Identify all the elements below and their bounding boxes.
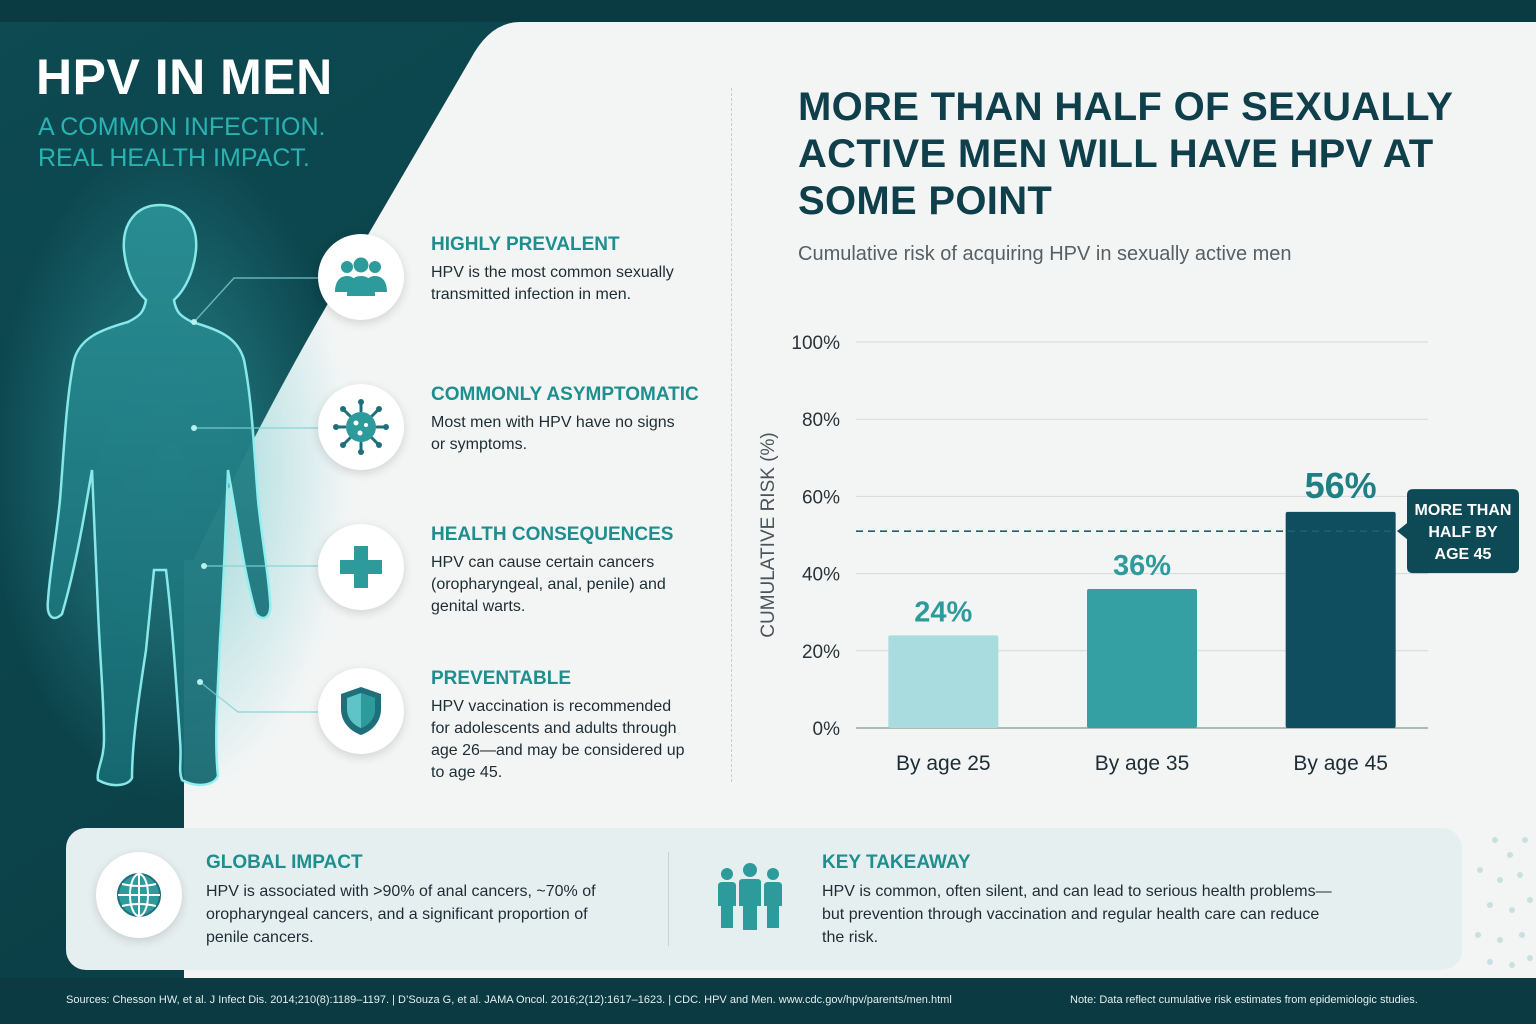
- man-silhouette-icon: [46, 203, 272, 787]
- chart-bars: 24% By age 25 36% By age 35 56% By age 45: [888, 465, 1396, 775]
- category-label: By age 25: [896, 752, 991, 775]
- callout-text: MORE THAN: [1415, 502, 1512, 519]
- category-label: By age 35: [1095, 752, 1190, 775]
- feature-text: HPV can cause certain cancers (oropharyn…: [431, 554, 666, 615]
- y-tick-label: 0%: [813, 719, 841, 740]
- feature-text: Most men with HPV have no signs or sympt…: [431, 414, 675, 453]
- y-axis-ticks: 0% 20% 40% 60% 80% 100%: [791, 333, 840, 740]
- connector-lines: [191, 277, 318, 713]
- callout-text: HALF BY: [1428, 524, 1498, 541]
- bar: [888, 635, 999, 728]
- feature-text: HPV vaccination is recommended for adole…: [431, 698, 685, 781]
- y-tick-label: 40%: [802, 565, 840, 586]
- feature-title: HIGHLY PREVALENT: [431, 234, 620, 255]
- people-group-icon: [335, 257, 387, 296]
- annotation-callout: MORE THAN HALF BY AGE 45: [1397, 489, 1519, 574]
- feature-icon-circle: [318, 524, 404, 610]
- callout-text: AGE 45: [1435, 546, 1492, 563]
- top-band: [0, 0, 1536, 22]
- feature-icon-circle: [318, 234, 404, 320]
- y-tick-label: 80%: [802, 410, 840, 431]
- data-label: 56%: [1305, 465, 1377, 506]
- footer-note: Note: Data reflect cumulative risk estim…: [1070, 994, 1418, 1006]
- y-tick-label: 100%: [791, 333, 840, 354]
- data-label: 24%: [914, 596, 972, 628]
- footer-bar: [0, 978, 1536, 1024]
- medical-cross-icon: [340, 546, 382, 588]
- callout-box: [1397, 489, 1519, 574]
- bottom-separator: [668, 852, 669, 946]
- global-impact-title: GLOBAL IMPACT: [206, 852, 363, 873]
- section-divider: [731, 88, 732, 782]
- feature-icon-circle: [318, 384, 404, 470]
- shield-icon: [341, 687, 381, 735]
- hero-subtitle: A COMMON INFECTION. REAL HEALTH IMPACT.: [38, 112, 326, 174]
- key-takeaway-title: KEY TAKEAWAY: [822, 852, 971, 873]
- people-icon: [718, 863, 782, 930]
- globe-icon: [117, 873, 161, 917]
- bar-chart: CUMULATIVE RISK (%) 0% 20% 40% 60% 80% 100% 2…: [758, 333, 1519, 775]
- headline: MORE THAN HALF OF SEXUALLY ACTIVE MEN WI…: [798, 85, 1453, 223]
- footer-sources: Sources: Chesson HW, et al. J Infect Dis…: [66, 994, 952, 1006]
- feature-title: PREVENTABLE: [431, 668, 572, 689]
- global-impact-text: HPV is associated with >90% of anal canc…: [206, 883, 596, 946]
- data-label: 36%: [1113, 550, 1171, 582]
- hero-subtitle-line-1: A COMMON INFECTION.: [38, 113, 326, 141]
- bar: [1087, 589, 1197, 728]
- y-axis-label: CUMULATIVE RISK (%): [758, 432, 779, 638]
- dot-pattern: [1475, 837, 1533, 968]
- globe-icon-circle: [96, 852, 182, 938]
- feature-text: HPV is the most common sexually transmit…: [431, 264, 674, 303]
- category-label: By age 45: [1293, 752, 1388, 775]
- key-takeaway-text: HPV is common, often silent, and can lea…: [822, 883, 1332, 946]
- y-tick-label: 20%: [802, 642, 840, 663]
- y-tick-label: 60%: [802, 487, 840, 508]
- feature-title: COMMONLY ASYMPTOMATIC: [431, 384, 699, 405]
- bar: [1285, 511, 1396, 728]
- feature-icon-circle: [318, 668, 404, 754]
- hero-subtitle-line-2: REAL HEALTH IMPACT.: [38, 144, 310, 172]
- virus-icon: [333, 399, 389, 455]
- chart-subtitle: Cumulative risk of acquiring HPV in sexu…: [798, 243, 1292, 265]
- hero-title: HPV IN MEN: [36, 49, 333, 105]
- feature-title: HEALTH CONSEQUENCES: [431, 524, 674, 545]
